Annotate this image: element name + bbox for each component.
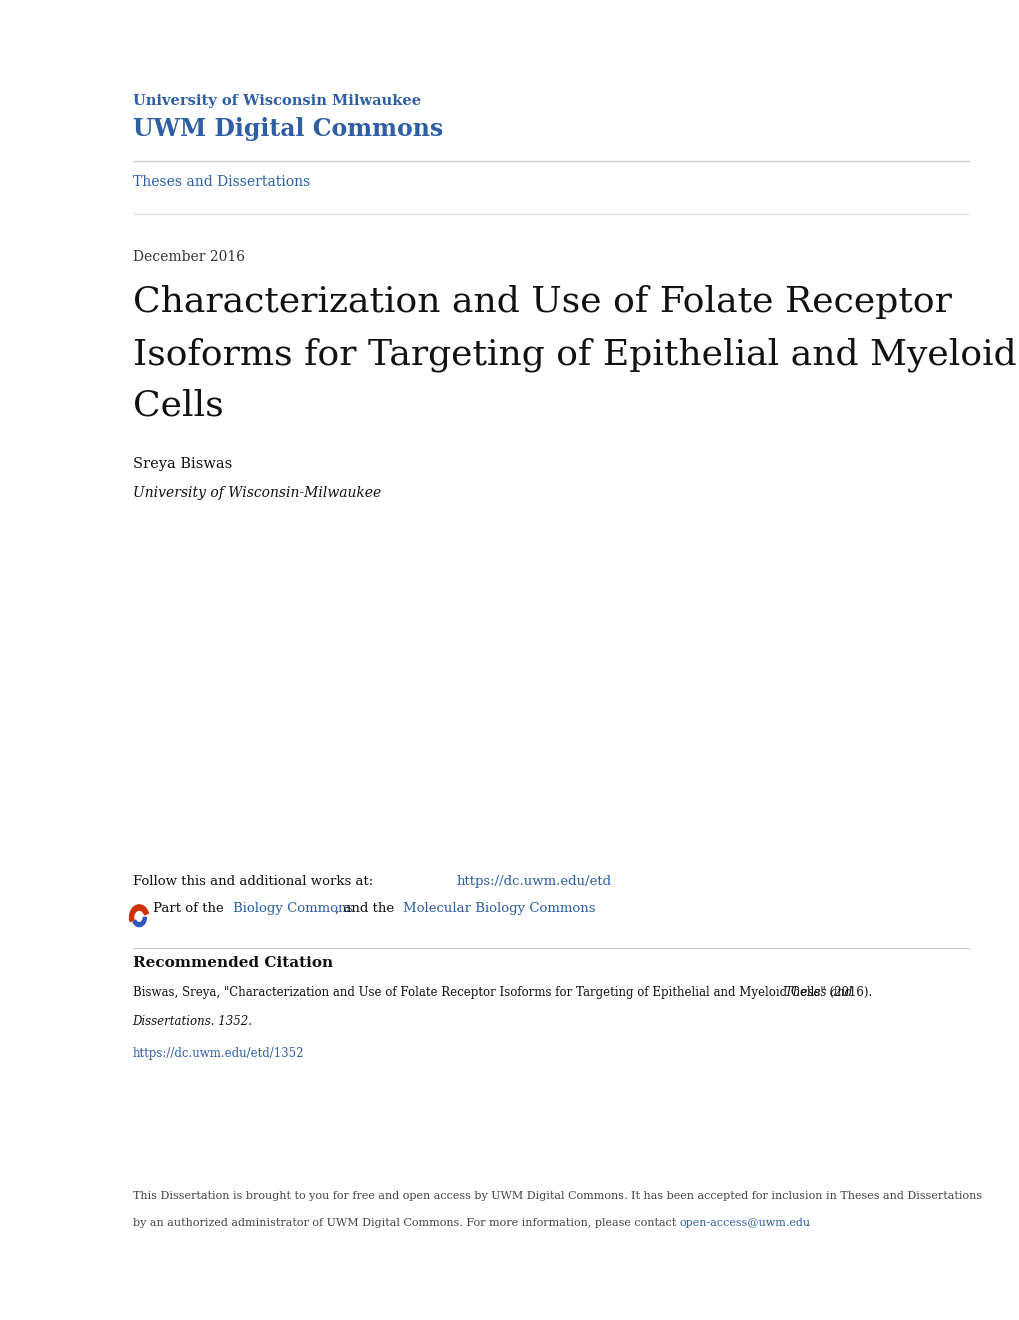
Text: Characterization and Use of Folate Receptor: Characterization and Use of Folate Recep… xyxy=(132,285,951,319)
Text: University of Wisconsin Milwaukee: University of Wisconsin Milwaukee xyxy=(132,94,420,108)
Text: Sreya Biswas: Sreya Biswas xyxy=(132,457,231,471)
Text: Molecular Biology Commons: Molecular Biology Commons xyxy=(403,902,595,915)
Text: Biswas, Sreya, "Characterization and Use of Folate Receptor Isoforms for Targeti: Biswas, Sreya, "Characterization and Use… xyxy=(132,986,874,999)
Text: This Dissertation is brought to you for free and open access by UWM Digital Comm: This Dissertation is brought to you for … xyxy=(132,1191,980,1201)
Text: Isoforms for Targeting of Epithelial and Myeloid: Isoforms for Targeting of Epithelial and… xyxy=(132,338,1015,372)
Text: .: . xyxy=(805,1217,808,1228)
Wedge shape xyxy=(132,917,147,927)
Text: Theses and: Theses and xyxy=(785,986,852,999)
Text: Follow this and additional works at:: Follow this and additional works at: xyxy=(132,875,377,888)
Text: University of Wisconsin-Milwaukee: University of Wisconsin-Milwaukee xyxy=(132,486,380,500)
Text: Recommended Citation: Recommended Citation xyxy=(132,956,332,970)
Text: Biology Commons: Biology Commons xyxy=(232,902,353,915)
Text: Theses and Dissertations: Theses and Dissertations xyxy=(132,174,310,189)
Text: Part of the: Part of the xyxy=(153,902,228,915)
Text: open-access@uwm.edu: open-access@uwm.edu xyxy=(679,1217,810,1228)
Text: December 2016: December 2016 xyxy=(132,249,245,264)
Text: https://dc.uwm.edu/etd: https://dc.uwm.edu/etd xyxy=(457,875,611,888)
Text: by an authorized administrator of UWM Digital Commons. For more information, ple: by an authorized administrator of UWM Di… xyxy=(132,1217,679,1228)
Text: https://dc.uwm.edu/etd/1352: https://dc.uwm.edu/etd/1352 xyxy=(132,1047,304,1060)
Text: UWM Digital Commons: UWM Digital Commons xyxy=(132,117,442,141)
Wedge shape xyxy=(129,906,148,921)
Text: Dissertations. 1352.: Dissertations. 1352. xyxy=(132,1015,253,1028)
Text: , and the: , and the xyxy=(334,902,397,915)
Text: Cells: Cells xyxy=(132,388,223,422)
